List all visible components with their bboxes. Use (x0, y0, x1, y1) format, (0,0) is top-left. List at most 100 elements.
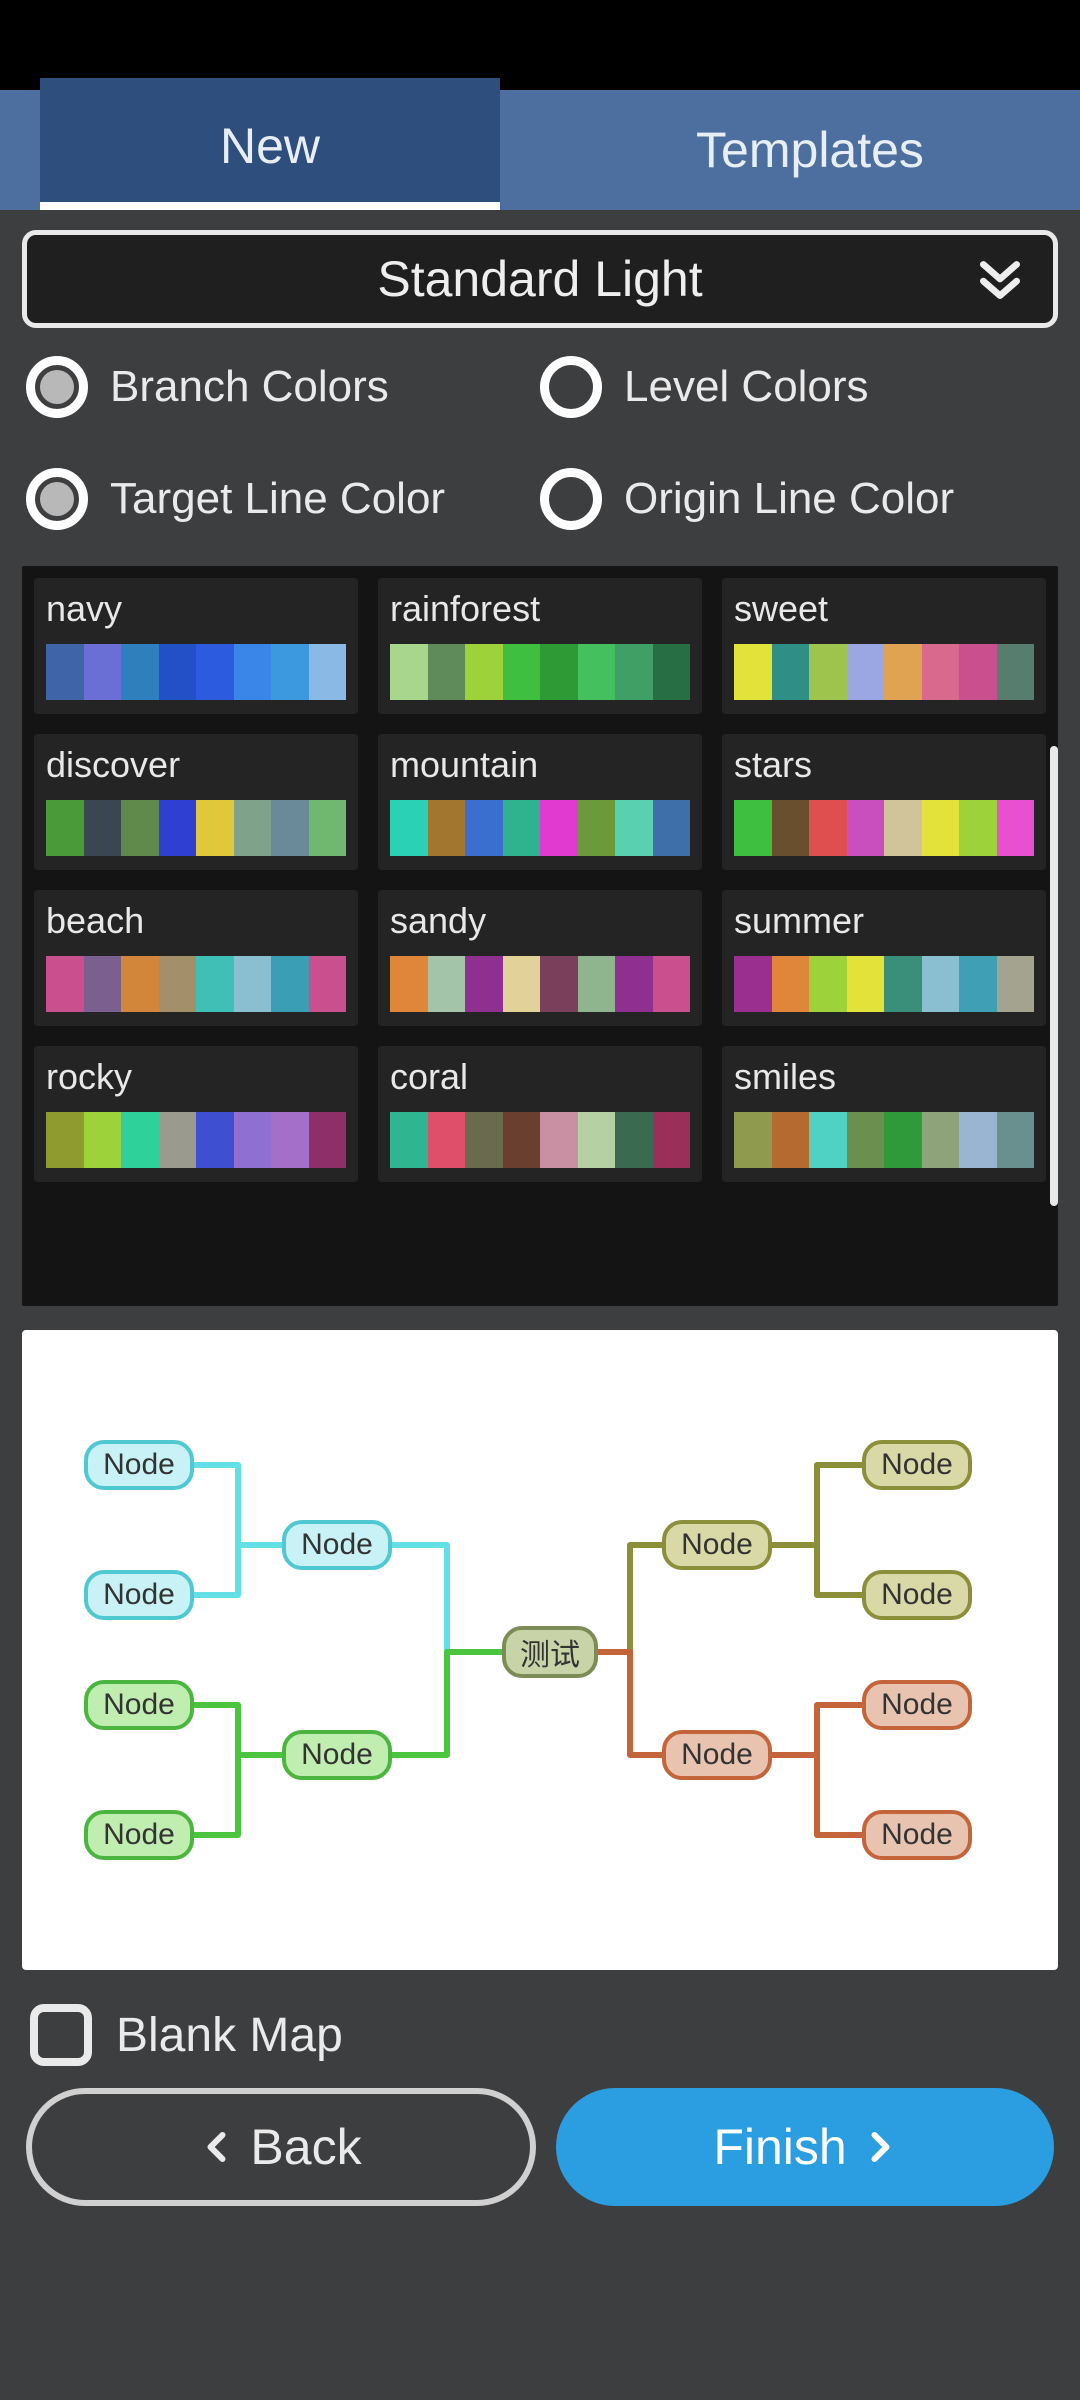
swatch (234, 956, 272, 1012)
mindmap-node: Node (862, 1440, 972, 1490)
swatch (959, 956, 997, 1012)
swatch (46, 956, 84, 1012)
palette-grid: navyrainforest sweet discover mountain stars… (34, 578, 1046, 1182)
swatch-row (46, 644, 346, 700)
swatch (922, 800, 960, 856)
finish-button-label: Finish (713, 2118, 846, 2176)
palette-card-stars[interactable]: stars (722, 734, 1046, 870)
color-mode-radios: Branch Colors Level Colors Target Line C… (26, 356, 1054, 530)
palette-title: beach (46, 900, 346, 942)
content-area: Standard Light Branch Colors Level Color… (0, 210, 1080, 2206)
radio-target-line-color[interactable]: Target Line Color (26, 468, 540, 530)
swatch (196, 644, 234, 700)
palette-card-sandy[interactable]: sandy (378, 890, 702, 1026)
swatch (809, 956, 847, 1012)
swatch (390, 1112, 428, 1168)
swatch-row (46, 956, 346, 1012)
swatch-row (390, 644, 690, 700)
radio-label: Target Line Color (110, 474, 445, 524)
swatch (540, 644, 578, 700)
mindmap-node: Node (862, 1570, 972, 1620)
swatch (922, 956, 960, 1012)
radio-icon (26, 468, 88, 530)
mindmap-node: Node (862, 1810, 972, 1860)
palette-title: rocky (46, 1056, 346, 1098)
swatch (809, 1112, 847, 1168)
swatch (390, 956, 428, 1012)
app-root: New Templates Standard Light Branch Colo… (0, 90, 1080, 2400)
swatch (84, 644, 122, 700)
swatch (734, 800, 772, 856)
chevron-left-icon (200, 2129, 236, 2165)
palette-title: mountain (390, 744, 690, 786)
swatch-row (46, 800, 346, 856)
palette-card-sweet[interactable]: sweet (722, 578, 1046, 714)
finish-button[interactable]: Finish (556, 2088, 1054, 2206)
back-button-label: Back (250, 2118, 361, 2176)
swatch (271, 800, 309, 856)
palette-title: stars (734, 744, 1034, 786)
palette-title: summer (734, 900, 1034, 942)
swatch (922, 1112, 960, 1168)
status-bar (0, 0, 1080, 90)
button-row: Back Finish (22, 2088, 1058, 2206)
palette-card-summer[interactable]: summer (722, 890, 1046, 1026)
swatch (734, 1112, 772, 1168)
swatch (428, 800, 466, 856)
radio-label: Branch Colors (110, 362, 389, 412)
back-button[interactable]: Back (26, 2088, 536, 2206)
mindmap-node: Node (84, 1440, 194, 1490)
tab-templates[interactable]: Templates (540, 90, 1080, 210)
swatch (997, 956, 1035, 1012)
swatch (84, 800, 122, 856)
swatch (465, 644, 503, 700)
swatch (271, 956, 309, 1012)
swatch (734, 956, 772, 1012)
palette-panel[interactable]: navyrainforest sweet discover mountain stars… (22, 566, 1058, 1306)
swatch (809, 800, 847, 856)
radio-level-colors[interactable]: Level Colors (540, 356, 1054, 418)
theme-dropdown[interactable]: Standard Light (22, 230, 1058, 328)
swatch (159, 1112, 197, 1168)
swatch (271, 644, 309, 700)
swatch (84, 1112, 122, 1168)
swatch (465, 956, 503, 1012)
scrollbar[interactable] (1050, 746, 1058, 1206)
swatch (578, 644, 616, 700)
swatch (734, 644, 772, 700)
tab-new[interactable]: New (40, 78, 500, 210)
palette-card-discover[interactable]: discover (34, 734, 358, 870)
radio-icon (26, 356, 88, 418)
palette-card-beach[interactable]: beach (34, 890, 358, 1026)
swatch (390, 800, 428, 856)
swatch (121, 956, 159, 1012)
palette-card-smiles[interactable]: smiles (722, 1046, 1046, 1182)
radio-icon (540, 468, 602, 530)
swatch (997, 644, 1035, 700)
mindmap-preview: 测试NodeNodeNodeNodeNodeNodeNodeNodeNodeNo… (22, 1330, 1058, 1970)
swatch (997, 1112, 1035, 1168)
swatch (159, 644, 197, 700)
palette-card-navy[interactable]: navy (34, 578, 358, 714)
tab-bar: New Templates (0, 90, 1080, 210)
swatch (503, 1112, 541, 1168)
swatch (196, 800, 234, 856)
blank-map-checkbox[interactable] (30, 2004, 92, 2066)
swatch (309, 956, 347, 1012)
radio-origin-line-color[interactable]: Origin Line Color (540, 468, 1054, 530)
radio-label: Origin Line Color (624, 474, 954, 524)
swatch (121, 1112, 159, 1168)
mindmap-node: Node (282, 1730, 392, 1780)
palette-card-coral[interactable]: coral (378, 1046, 702, 1182)
palette-card-rainforest[interactable]: rainforest (378, 578, 702, 714)
palette-card-rocky[interactable]: rocky (34, 1046, 358, 1182)
swatch (271, 1112, 309, 1168)
swatch (615, 800, 653, 856)
palette-title: sweet (734, 588, 1034, 630)
radio-branch-colors[interactable]: Branch Colors (26, 356, 540, 418)
theme-dropdown-label: Standard Light (377, 250, 702, 308)
swatch (540, 956, 578, 1012)
swatch (997, 800, 1035, 856)
blank-map-row[interactable]: Blank Map (30, 2004, 1050, 2066)
palette-card-mountain[interactable]: mountain (378, 734, 702, 870)
